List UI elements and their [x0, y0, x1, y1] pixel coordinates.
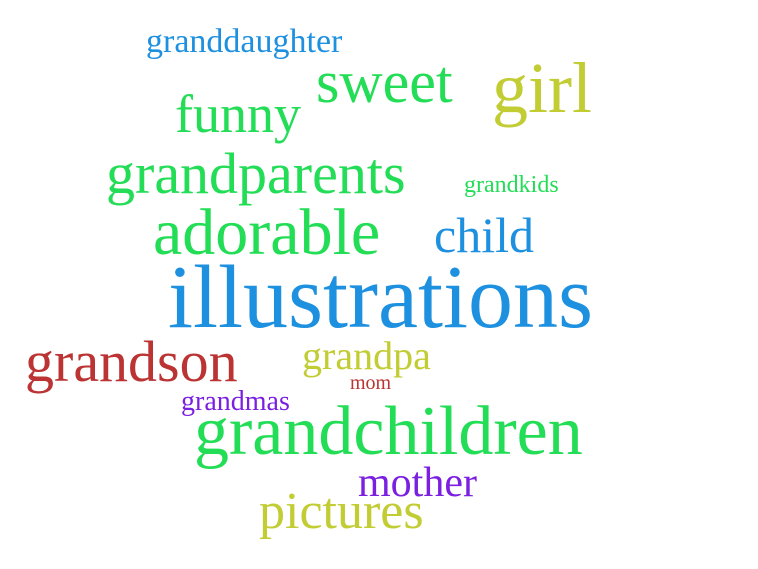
word-grandkids: grandkids [464, 172, 559, 198]
word-sweet: sweet [316, 49, 453, 115]
word-adorable: adorable [153, 196, 381, 269]
word-pictures: pictures [259, 483, 424, 540]
word-mom: mom [350, 372, 392, 394]
word-grandchildren: grandchildren [194, 393, 583, 470]
word-child: child [434, 207, 534, 263]
word-granddaughter: granddaughter [146, 23, 343, 60]
word-grandson: grandson [25, 329, 238, 394]
word-grandmas: grandmas [181, 386, 290, 417]
word-illustrations: illustrations [168, 248, 593, 347]
word-funny: funny [175, 84, 301, 144]
word-girl: girl [492, 48, 592, 128]
word-grandpa: grandpa [302, 333, 431, 378]
word-grandparents: grandparents [106, 141, 406, 206]
word-mother: mother [358, 460, 477, 506]
